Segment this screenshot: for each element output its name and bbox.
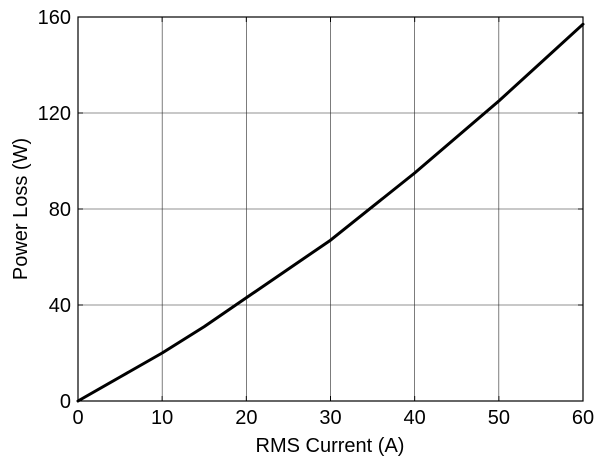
x-tick-label: 40 [404, 407, 426, 429]
grid [78, 17, 583, 401]
y-tick-label: 80 [49, 199, 71, 221]
y-axis-label: Power Loss (W) [10, 138, 32, 280]
x-tick-label: 0 [72, 407, 83, 429]
x-tick-label: 20 [235, 407, 257, 429]
x-axis-label: RMS Current (A) [256, 435, 405, 457]
x-tick-label: 10 [151, 407, 173, 429]
x-tick-label: 30 [319, 407, 341, 429]
y-tick-labels: 0 40 80 120 160 [38, 7, 71, 413]
x-tick-labels: 0 10 20 30 40 50 60 [72, 407, 594, 429]
series-line [76, 22, 585, 403]
y-tick-label: 160 [38, 7, 71, 29]
y-tick-label: 40 [49, 295, 71, 317]
x-tick-label: 60 [572, 407, 594, 429]
y-tick-label: 120 [38, 103, 71, 125]
ticks [77, 16, 584, 402]
x-tick-label: 50 [488, 407, 510, 429]
series-layer [76, 22, 585, 403]
y-tick-label: 0 [60, 391, 71, 413]
